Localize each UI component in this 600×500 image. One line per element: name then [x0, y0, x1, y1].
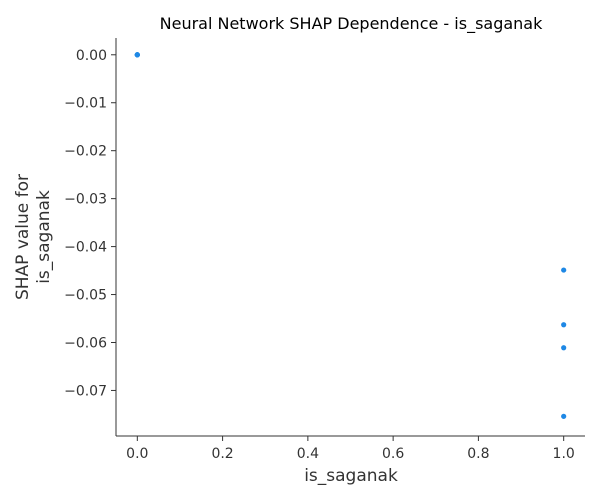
- y-tick-label: −0.06: [64, 335, 107, 351]
- x-tick-label: 0.6: [382, 446, 404, 462]
- y-axis-label-line-1: SHAP value for: [13, 174, 33, 300]
- data-point: [561, 345, 567, 351]
- y-tick-label: −0.07: [64, 383, 107, 399]
- x-axis-label: is_saganak: [304, 466, 398, 486]
- x-tick-label: 0.8: [467, 446, 489, 462]
- chart-title: Neural Network SHAP Dependence - is_saga…: [160, 14, 543, 34]
- x-tick-label: 0.0: [126, 446, 148, 462]
- x-ticks: 0.0 0.2 0.4 0.6 0.8 1.0: [126, 436, 575, 462]
- y-tick-label: −0.04: [64, 240, 107, 256]
- y-axis-label-group: SHAP value for is_saganak: [13, 174, 54, 300]
- y-tick-label: −0.01: [64, 96, 107, 112]
- data-point: [561, 413, 567, 419]
- data-point: [134, 52, 140, 58]
- y-tick-label: −0.05: [64, 288, 107, 304]
- x-tick-label: 0.4: [297, 446, 319, 462]
- y-tick-label: −0.03: [64, 192, 107, 208]
- data-points: [134, 52, 567, 419]
- x-tick-label: 0.2: [211, 446, 233, 462]
- y-ticks: 0.00 −0.01 −0.02 −0.03 −0.04 −0.05 −0.06 −0.07: [64, 48, 116, 399]
- data-point: [561, 267, 567, 273]
- y-tick-label: −0.02: [64, 144, 107, 160]
- x-tick-label: 1.0: [553, 446, 575, 462]
- data-point: [561, 322, 567, 328]
- y-tick-label: 0.00: [76, 48, 107, 64]
- y-axis-label-line-2: is_saganak: [34, 190, 54, 284]
